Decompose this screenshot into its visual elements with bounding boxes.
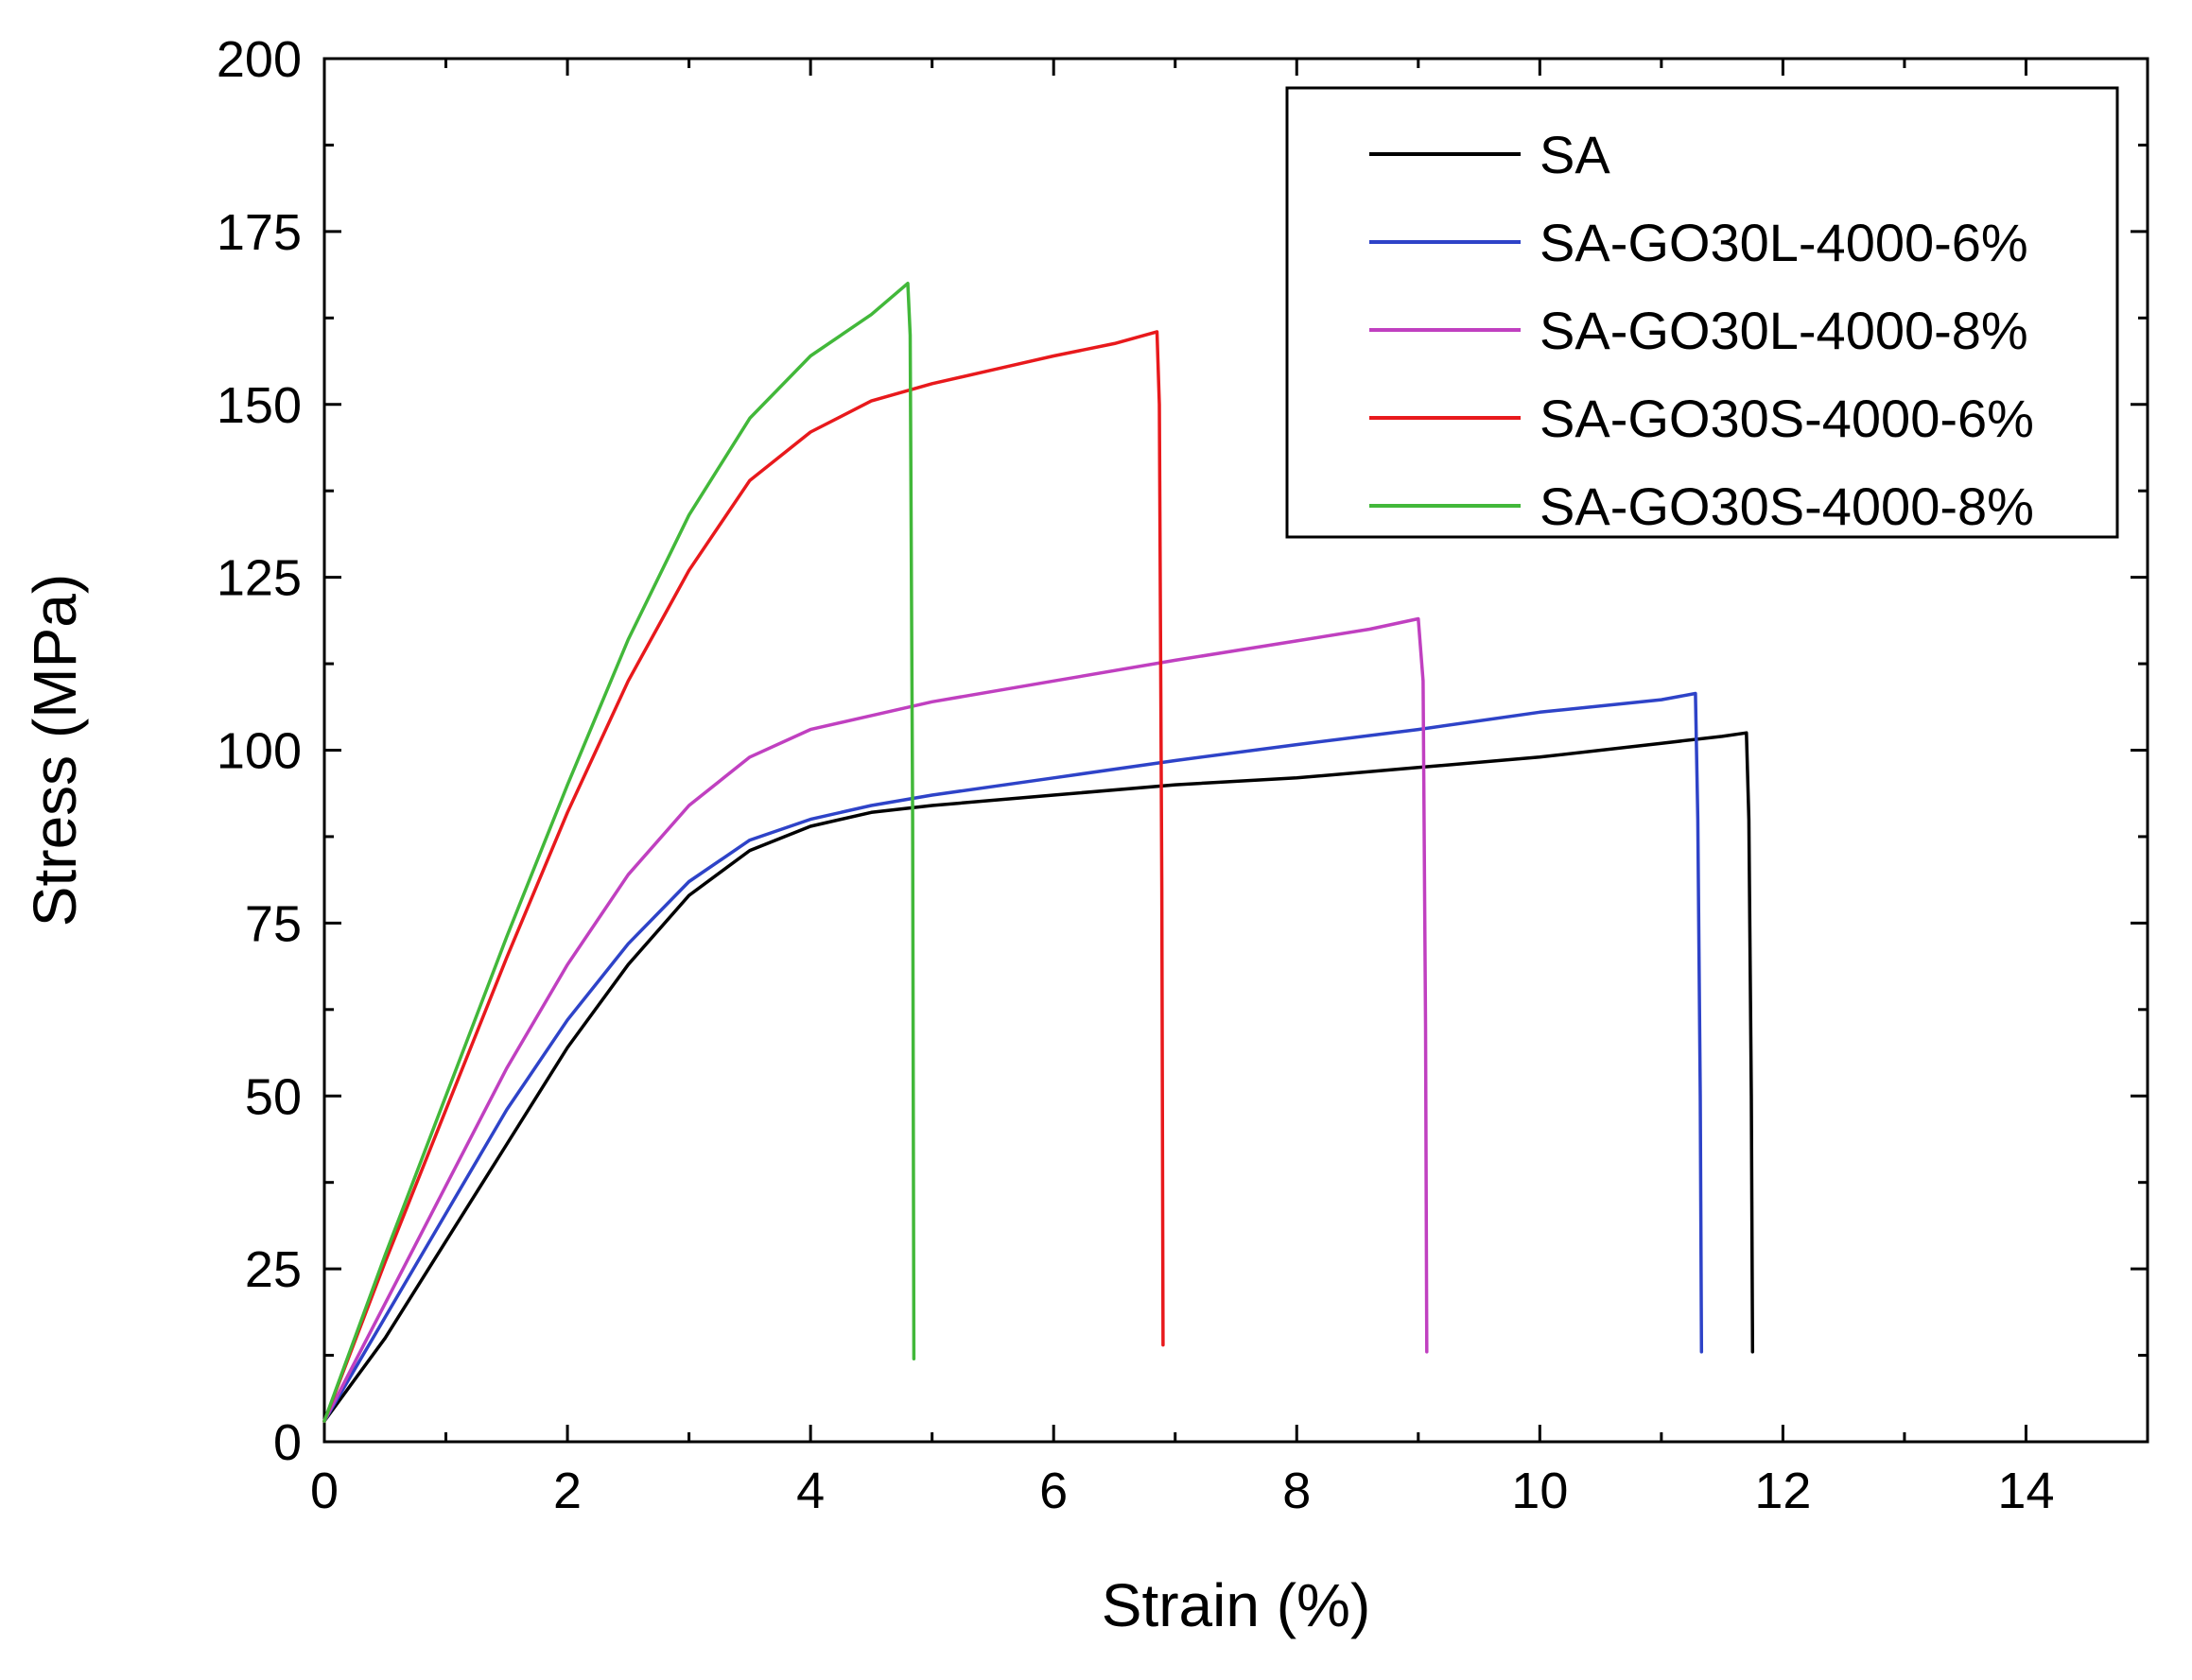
legend-label: SA (1540, 125, 1610, 184)
y-axis-label: Stress (MPa) (21, 574, 89, 927)
y-tick-label: 100 (217, 723, 302, 780)
x-axis-label: Strain (%) (1102, 1571, 1371, 1639)
series-line-3 (322, 330, 1165, 1423)
legend-label: SA-GO30L-4000-8% (1540, 301, 2028, 360)
legend-label: SA-GO30L-4000-6% (1540, 213, 2028, 272)
y-tick-label: 175 (217, 204, 302, 261)
x-tick-label: 0 (310, 1463, 339, 1519)
legend-label: SA-GO30S-4000-6% (1540, 389, 2034, 448)
series-line-0 (322, 731, 1755, 1423)
legend-label: SA-GO30S-4000-8% (1540, 476, 2034, 536)
legend-box (1285, 86, 2119, 539)
x-tick-label: 10 (1511, 1463, 1568, 1519)
y-tick-label: 200 (217, 31, 302, 88)
x-tick-label: 8 (1282, 1463, 1311, 1519)
series-line-2 (322, 616, 1429, 1423)
y-tick-label: 50 (245, 1068, 302, 1125)
y-tick-label: 75 (245, 895, 302, 952)
y-tick-label: 0 (273, 1414, 302, 1471)
y-tick-label: 125 (217, 550, 302, 607)
y-tick-label: 150 (217, 377, 302, 434)
x-tick-label: 4 (796, 1463, 825, 1519)
x-tick-label: 14 (1997, 1463, 2054, 1519)
x-tick-label: 2 (553, 1463, 582, 1519)
x-tick-label: 6 (1039, 1463, 1068, 1519)
y-tick-label: 25 (245, 1241, 302, 1298)
series-line-4 (322, 281, 916, 1423)
x-tick-label: 12 (1754, 1463, 1811, 1519)
series-line-1 (322, 691, 1704, 1423)
